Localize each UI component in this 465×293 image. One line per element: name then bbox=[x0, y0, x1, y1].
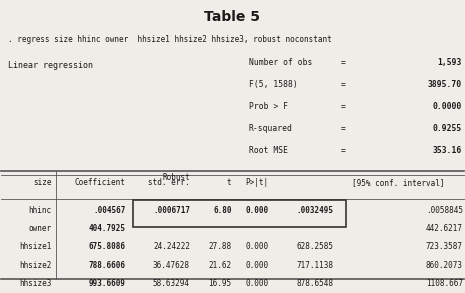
Text: 16.95: 16.95 bbox=[208, 279, 232, 288]
Text: 6.80: 6.80 bbox=[213, 206, 232, 215]
Text: .0032495: .0032495 bbox=[296, 206, 333, 215]
Text: 0.000: 0.000 bbox=[246, 279, 269, 288]
Text: =: = bbox=[341, 80, 346, 89]
Bar bbox=[133, 200, 346, 227]
Text: owner: owner bbox=[28, 224, 51, 233]
Text: 1,593: 1,593 bbox=[437, 58, 461, 67]
Text: =: = bbox=[341, 58, 346, 67]
Text: std. err.: std. err. bbox=[148, 178, 190, 188]
Text: t: t bbox=[227, 178, 232, 188]
Text: .0058845: .0058845 bbox=[425, 206, 463, 215]
Text: Linear regression: Linear regression bbox=[8, 61, 93, 70]
Text: Table 5: Table 5 bbox=[205, 10, 260, 24]
Text: 628.2585: 628.2585 bbox=[296, 242, 333, 251]
Text: hhsize2: hhsize2 bbox=[19, 260, 51, 270]
Text: .004567: .004567 bbox=[93, 206, 125, 215]
Text: 442.6217: 442.6217 bbox=[425, 224, 463, 233]
Text: .0006717: .0006717 bbox=[153, 206, 190, 215]
Text: 788.6606: 788.6606 bbox=[88, 260, 125, 270]
Text: =: = bbox=[341, 124, 346, 133]
Text: . regress size hhinc owner  hhsize1 hhsize2 hhsize3, robust noconstant: . regress size hhinc owner hhsize1 hhsiz… bbox=[8, 35, 332, 44]
Text: =: = bbox=[341, 146, 346, 155]
Text: 24.24222: 24.24222 bbox=[153, 242, 190, 251]
Text: Robust: Robust bbox=[162, 173, 190, 182]
Text: Prob > F: Prob > F bbox=[249, 102, 288, 111]
Text: 723.3587: 723.3587 bbox=[425, 242, 463, 251]
Text: Coefficient: Coefficient bbox=[74, 178, 125, 188]
Text: 0.000: 0.000 bbox=[246, 242, 269, 251]
Text: 0.9255: 0.9255 bbox=[432, 124, 461, 133]
Text: Root MSE: Root MSE bbox=[249, 146, 288, 155]
Text: 878.6548: 878.6548 bbox=[296, 279, 333, 288]
Text: R-squared: R-squared bbox=[249, 124, 292, 133]
Text: Number of obs: Number of obs bbox=[249, 58, 312, 67]
Text: 675.8086: 675.8086 bbox=[88, 242, 125, 251]
Text: 27.88: 27.88 bbox=[208, 242, 232, 251]
Text: 404.7925: 404.7925 bbox=[88, 224, 125, 233]
Text: 0.000: 0.000 bbox=[246, 260, 269, 270]
Text: 0.0000: 0.0000 bbox=[432, 102, 461, 111]
Text: =: = bbox=[341, 102, 346, 111]
Text: 21.62: 21.62 bbox=[208, 260, 232, 270]
Text: 58.63294: 58.63294 bbox=[153, 279, 190, 288]
Text: [95% conf. interval]: [95% conf. interval] bbox=[352, 178, 444, 188]
Text: 717.1138: 717.1138 bbox=[296, 260, 333, 270]
Text: hhinc: hhinc bbox=[28, 206, 51, 215]
Text: 993.6609: 993.6609 bbox=[88, 279, 125, 288]
Text: P>|t|: P>|t| bbox=[246, 178, 269, 188]
Text: 3895.70: 3895.70 bbox=[427, 80, 461, 89]
Text: 353.16: 353.16 bbox=[432, 146, 461, 155]
Text: 1108.667: 1108.667 bbox=[425, 279, 463, 288]
Text: size: size bbox=[33, 178, 51, 188]
Text: 0.000: 0.000 bbox=[246, 206, 269, 215]
Text: hhsize1: hhsize1 bbox=[19, 242, 51, 251]
Text: hhsize3: hhsize3 bbox=[19, 279, 51, 288]
Text: 860.2073: 860.2073 bbox=[425, 260, 463, 270]
Text: 36.47628: 36.47628 bbox=[153, 260, 190, 270]
Text: F(5, 1588): F(5, 1588) bbox=[249, 80, 298, 89]
